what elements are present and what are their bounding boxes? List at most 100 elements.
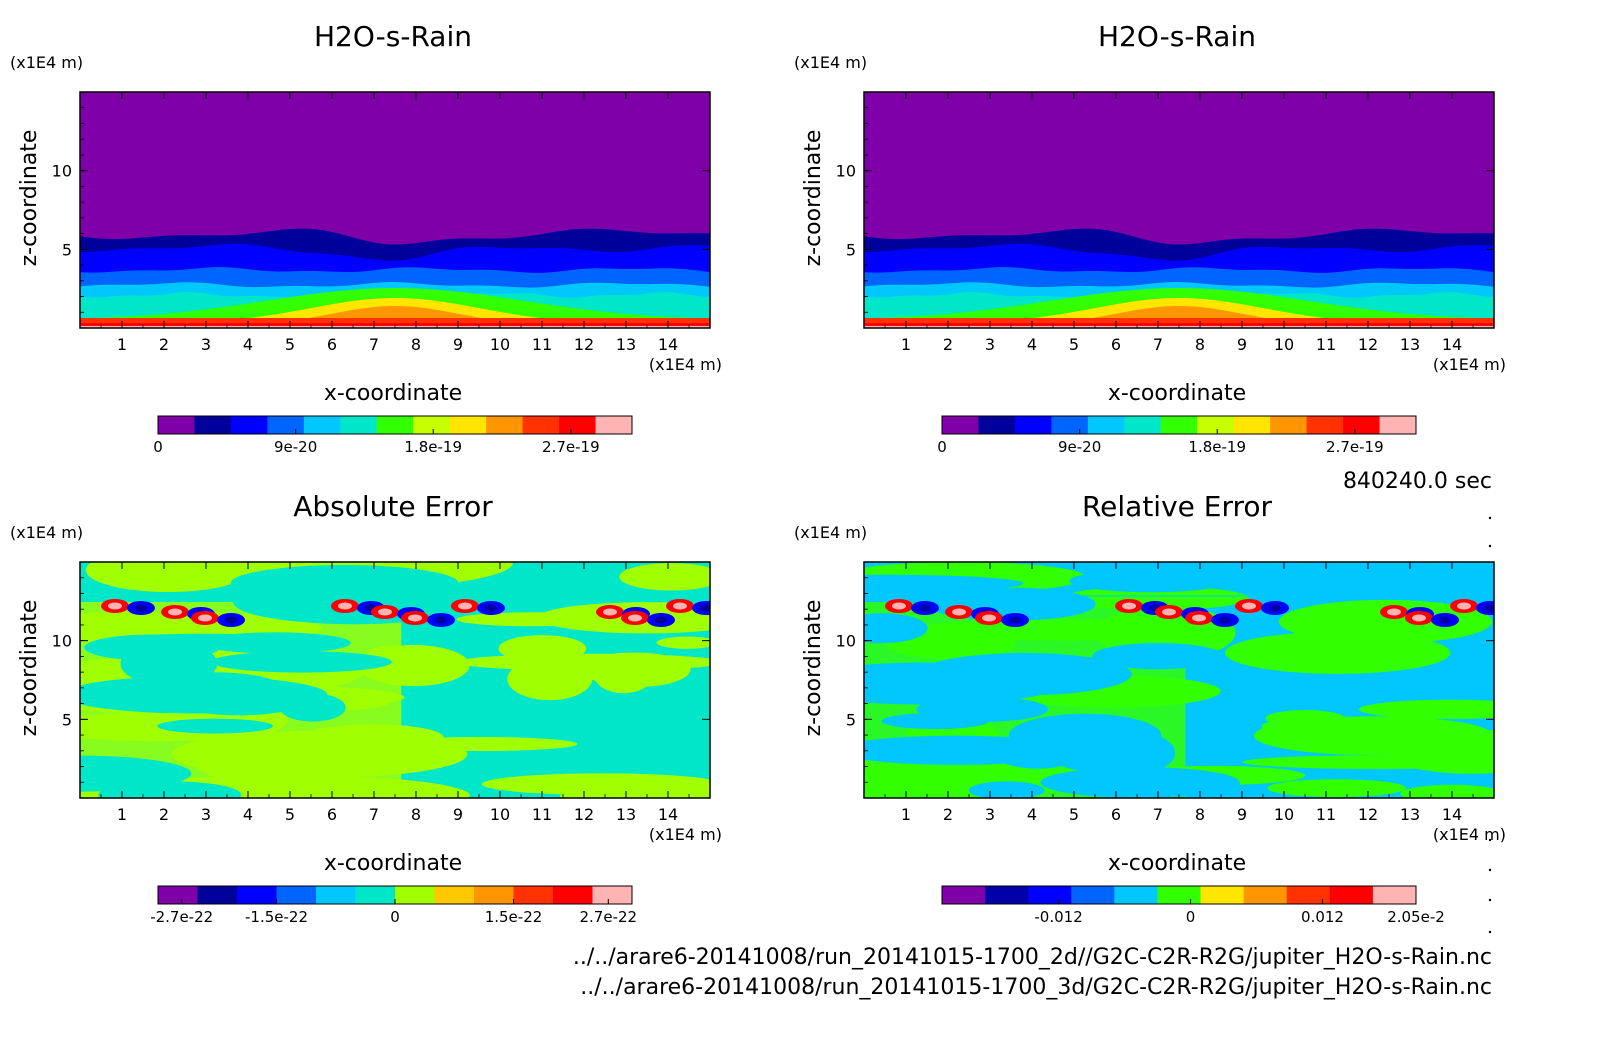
panel-title: H2O-s-Rain [314,20,472,53]
x-axis-label: x-coordinate [1108,381,1246,406]
colorbar-label: -2.7e-22 [150,908,213,926]
colorbar-label: 1.5e-22 [485,908,543,926]
x-tick-label: 1 [901,805,911,824]
vortex-positive-core [952,608,966,616]
colorbar-segment [1087,416,1125,434]
x-tick-label: 6 [327,335,337,354]
x-tick-label: 11 [1316,335,1336,354]
vortex-positive-core [673,602,687,610]
colorbar-label: 1.8e-19 [1188,438,1246,456]
vortex-positive-core [1122,602,1136,610]
x-tick-label: 14 [1442,335,1462,354]
dot-mark [1488,544,1492,548]
x-tick-label: 13 [616,335,636,354]
x-tick-label: 9 [1237,805,1247,824]
dot-mark [1488,868,1492,872]
x-tick-label: 4 [243,805,253,824]
colorbar-segment [1071,886,1115,904]
vortex-negative-core [435,616,447,624]
vortex-negative-core [225,616,237,624]
contour-field [864,562,1494,798]
field-blob [559,779,710,798]
x-unit-label: (x1E4 m) [1433,825,1506,844]
x-tick-label: 9 [453,805,463,824]
x-tick-label: 10 [490,805,510,824]
x-tick-label: 11 [532,805,552,824]
colorbar-segment [376,416,414,434]
dot-mark [1488,838,1492,842]
colorbar-segment [413,416,451,434]
colorbar-segment [303,416,341,434]
x-tick-label: 10 [1274,805,1294,824]
panel-title: Relative Error [1082,490,1273,523]
colorbar-segment [1157,886,1202,904]
y-tick-label: 5 [62,240,72,259]
colorbar-label: 1.8e-19 [404,438,462,456]
field-blob [864,613,928,644]
x-tick-label: 2 [943,335,953,354]
vortex-positive-core [198,614,212,622]
colorbar-segment [316,886,356,904]
x-tick-label: 2 [159,805,169,824]
vortex-positive-core [378,608,392,616]
field-blob [1224,631,1451,674]
field-band-8 [864,306,1494,328]
vortex-positive-core [108,602,122,610]
field-blob [456,653,710,671]
vortex-positive-core [1162,608,1176,616]
field-blob [864,662,1063,705]
y-axis-label: z-coordinate [801,130,826,267]
field-blob [898,588,1043,607]
colorbar-segment [1243,886,1288,904]
field-blob [80,676,328,714]
x-tick-label: 7 [369,805,379,824]
colorbar-segment [1233,416,1271,434]
colorbar-segment [1379,416,1417,434]
x-tick-label: 13 [616,805,636,824]
colorbar-label: 0.012 [1301,908,1344,926]
colorbar-label: 0 [1186,908,1196,926]
x-tick-label: 5 [1069,805,1079,824]
colorbar-segment [194,416,232,434]
colorbar-label: 0 [390,908,400,926]
y-tick-label: 5 [62,710,72,729]
y-unit-label: (x1E4 m) [794,523,867,542]
x-tick-label: 4 [243,335,253,354]
colorbar-segment [592,886,633,904]
colorbar-segment [559,416,597,434]
x-tick-label: 5 [285,335,295,354]
colorbar-segment [1197,416,1235,434]
x-tick-label: 5 [285,805,295,824]
colorbar-segment [1329,886,1374,904]
x-tick-label: 13 [1400,335,1420,354]
colorbar-label: 2.7e-19 [542,438,600,456]
colorbar-segment [942,416,979,434]
y-axis-label: z-coordinate [17,600,42,737]
field-band-8 [80,306,710,328]
colorbar-frame [941,885,1417,905]
panel-2: H2O-s-Rain(x1E4 m)1 2 3 4 5 6 7 8 9 10 11 12 13 14510… [794,20,1506,456]
panel-4: Relative Error(x1E4 m)1 2 3 4 5 6 7 8 9 10 11 12 13 1… [794,490,1506,926]
x-tick-label: 3 [201,335,211,354]
field-blob [1092,643,1224,670]
vortex-positive-core [458,602,472,610]
vortex-negative-core [135,604,147,612]
colorbar-label: 9e-20 [274,438,317,456]
colorbar-segment [486,416,524,434]
colorbar-segment [1014,416,1052,434]
x-tick-label: 6 [1111,335,1121,354]
x-tick-label: 6 [327,805,337,824]
colorbar-segment [1286,886,1331,904]
x-tick-label: 11 [1316,805,1336,824]
x-tick-label: 3 [985,335,995,354]
field-blob [1267,779,1406,798]
colorbar-segment [158,416,195,434]
x-tick-label: 14 [1442,805,1462,824]
x-tick-label: 14 [658,335,678,354]
x-axis-label: x-coordinate [324,851,462,876]
y-unit-label: (x1E4 m) [10,53,83,72]
colorbar-segment [449,416,487,434]
time-label: 840240.0 sec [1343,469,1492,494]
x-tick-label: 5 [1069,335,1079,354]
field-blob [968,781,1045,798]
